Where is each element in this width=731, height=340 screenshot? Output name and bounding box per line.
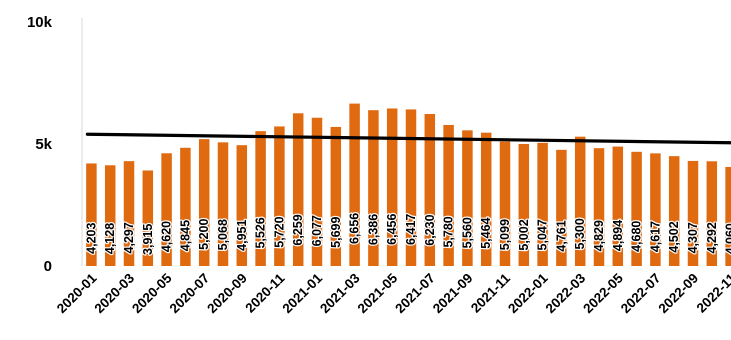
- x-tick-label: 2020-01: [54, 270, 100, 316]
- bar: [386, 108, 398, 266]
- bar: [687, 160, 699, 266]
- data-label: 6,386: [366, 214, 380, 245]
- data-label: 3,915: [141, 224, 155, 255]
- data-label: 5,720: [272, 216, 286, 247]
- bar: [274, 126, 285, 266]
- data-label: 5,068: [216, 219, 230, 250]
- bar: [161, 153, 172, 266]
- data-label: 5,464: [479, 217, 493, 248]
- bar: [518, 143, 530, 266]
- bar: [255, 131, 266, 266]
- x-tick-label: 2022-05: [580, 270, 626, 316]
- bar: [499, 141, 511, 266]
- bar: [650, 153, 661, 266]
- x-tick-label: 2020-05: [129, 270, 175, 316]
- bar: [104, 165, 116, 266]
- bar: [556, 149, 567, 266]
- y-tick-label: 5k: [35, 136, 52, 153]
- bar: [537, 142, 548, 266]
- bar: [123, 161, 135, 266]
- bar: [480, 132, 492, 266]
- data-label: 5,200: [197, 219, 211, 250]
- bar: [198, 139, 210, 266]
- data-label: 4,297: [122, 222, 136, 253]
- bar: [574, 136, 586, 266]
- data-label: 4,951: [235, 220, 249, 251]
- data-label: 6,417: [404, 214, 418, 245]
- data-label: 4,829: [592, 220, 606, 251]
- data-label: 4,617: [648, 221, 662, 252]
- data-label: 6,077: [310, 215, 324, 246]
- x-tick-label: 2022-07: [618, 271, 664, 317]
- bar: [236, 145, 248, 266]
- data-label: 4,680: [630, 221, 644, 252]
- data-label: 4,502: [667, 221, 681, 252]
- trendline: [85, 132, 731, 145]
- data-label: 4,060: [724, 223, 731, 254]
- x-tick-label: 2022-01: [505, 270, 551, 316]
- x-tick-label: 2020-11: [242, 270, 287, 315]
- bar: [217, 142, 229, 266]
- x-tick-label: 2021-05: [355, 270, 401, 316]
- data-label: 4,620: [160, 221, 174, 252]
- bar: [706, 161, 718, 266]
- bar: [368, 110, 379, 266]
- data-label: 5,300: [573, 218, 587, 249]
- bar: [292, 113, 304, 267]
- bar: [405, 109, 417, 266]
- data-label: 6,456: [385, 213, 399, 244]
- x-tick-label: 2021-01: [279, 270, 325, 316]
- x-tick-label: 2021-03: [317, 270, 363, 316]
- data-label: 5,560: [460, 217, 474, 248]
- data-label: 6,259: [291, 214, 305, 245]
- x-tick-label: 2020-07: [167, 271, 213, 317]
- data-label: 5,526: [254, 217, 268, 248]
- y-tick-label: 10k: [27, 14, 53, 31]
- bar: [142, 170, 154, 266]
- bar: [311, 117, 323, 267]
- data-label: 4,845: [178, 220, 192, 251]
- bar: [725, 166, 731, 266]
- x-tick-label: 2021-09: [430, 271, 476, 317]
- data-label: 5,780: [442, 216, 456, 247]
- data-label: 5,047: [536, 219, 550, 250]
- bar: [668, 156, 680, 266]
- data-label: 4,128: [103, 223, 117, 254]
- bar: [86, 163, 97, 266]
- x-tick-label: 2020-09: [204, 271, 250, 317]
- data-label: 5,002: [517, 219, 531, 250]
- bar: [349, 103, 360, 266]
- y-tick-label: 0: [44, 258, 52, 275]
- bar: [443, 124, 454, 266]
- bar: [631, 151, 642, 266]
- x-tick-label: 2021-07: [392, 271, 438, 317]
- bar: [612, 146, 624, 266]
- data-label: 4,307: [686, 222, 700, 253]
- data-label: 5,099: [498, 219, 512, 250]
- x-tick-label: 2022-11: [694, 270, 731, 315]
- bar: [330, 126, 342, 266]
- data-label: 4,203: [84, 223, 98, 254]
- bar: [462, 130, 473, 266]
- x-tick-label: 2020-03: [91, 270, 137, 316]
- data-label: 5,699: [329, 217, 343, 248]
- data-label: 6,656: [348, 213, 362, 244]
- x-tick-label: 2022-03: [543, 270, 589, 316]
- bar: [593, 148, 605, 266]
- data-label: 4,894: [611, 220, 625, 251]
- x-tick-label: 2022-09: [655, 271, 701, 317]
- bar: [424, 113, 436, 266]
- x-tick-label: 2021-11: [468, 270, 513, 315]
- data-label: 6,230: [423, 214, 437, 245]
- data-label: 4,761: [554, 220, 568, 251]
- bar: [180, 147, 191, 266]
- data-label: 4,292: [705, 222, 719, 253]
